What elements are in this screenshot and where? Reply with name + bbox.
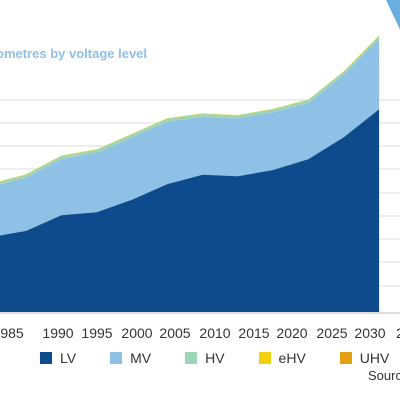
- legend-swatch-uhv: [339, 352, 352, 364]
- legend-label-mv: MV: [130, 350, 152, 366]
- x-tick-label: 2015: [238, 325, 269, 341]
- legend-item-mv: MV: [110, 350, 151, 366]
- x-tick-label: 2020: [276, 325, 307, 341]
- x-tick-label: 1995: [81, 325, 112, 341]
- area-mv: [0, 39, 380, 236]
- legend-swatch-hv: [185, 352, 198, 364]
- source-note: Sourc: [368, 368, 400, 383]
- legend-label-uhv: UHV: [359, 350, 390, 366]
- chart-title: ometres by voltage level: [0, 46, 148, 61]
- legend-item-uhv: UHV: [339, 350, 390, 366]
- legend-item-lv: LV: [40, 350, 76, 366]
- legend-swatch-mv: [110, 352, 123, 364]
- area-series: [0, 35, 380, 312]
- area-hv: [0, 35, 380, 185]
- x-tick-label: 985: [0, 325, 24, 341]
- area-lv: [0, 109, 380, 312]
- legend-item-ehv: eHV: [258, 350, 306, 366]
- legend: LV MV HV eHV UHV: [40, 350, 400, 366]
- legend-label-hv: HV: [205, 350, 225, 366]
- legend-swatch-ehv: [258, 352, 271, 364]
- x-tick-label: 2025: [316, 325, 347, 341]
- x-tick-label: 1990: [42, 325, 73, 341]
- legend-label-ehv: eHV: [278, 350, 306, 366]
- x-tick-labels: 985 1990 1995 2000 2005 2010 2015 2020 2025 2030 2: [0, 325, 400, 341]
- x-tick-label: 2: [396, 325, 400, 341]
- x-tick-label: 2030: [354, 325, 385, 341]
- x-tick-label: 2010: [199, 325, 230, 341]
- x-tick-label: 2000: [121, 325, 152, 341]
- x-tick-label: 2005: [159, 325, 190, 341]
- legend-swatch-lv: [40, 352, 52, 364]
- legend-label-lv: LV: [60, 350, 77, 366]
- legend-item-hv: HV: [185, 350, 225, 366]
- arrow-decoration: [386, 0, 400, 30]
